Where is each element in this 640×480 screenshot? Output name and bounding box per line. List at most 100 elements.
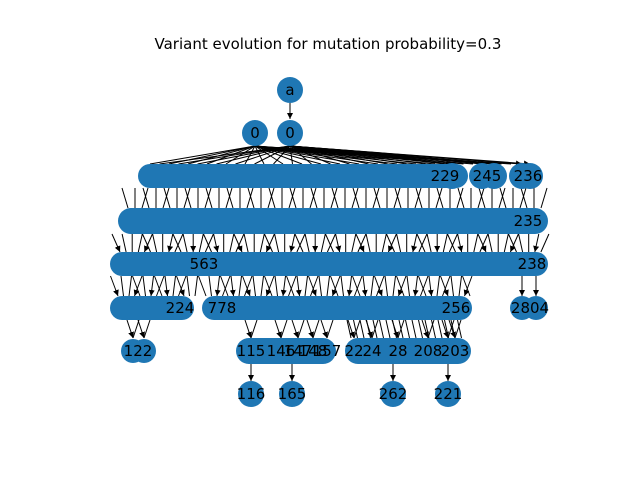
edge <box>421 319 429 339</box>
edge <box>418 233 428 253</box>
level6-node-122b <box>132 339 156 363</box>
edge <box>397 275 407 297</box>
edge <box>405 319 410 339</box>
level4-label-563: 563 <box>190 255 219 273</box>
edge <box>396 233 402 253</box>
leaf-node-262 <box>380 381 406 407</box>
root-node <box>277 77 303 103</box>
edge <box>142 233 151 253</box>
edge <box>178 275 187 297</box>
level6-node-115 <box>238 338 264 364</box>
edge <box>246 187 254 209</box>
edge <box>194 275 198 297</box>
level5-label-778: 778 <box>208 299 237 317</box>
edge <box>280 319 288 339</box>
node-band-level3 <box>118 208 548 234</box>
edge <box>498 187 506 209</box>
edge <box>424 319 430 339</box>
level6-label-157: 157 <box>313 342 342 360</box>
edge <box>259 233 265 253</box>
edge <box>320 319 328 339</box>
edge <box>372 319 378 339</box>
edge <box>289 233 296 253</box>
edge <box>355 233 365 253</box>
edge <box>295 275 302 297</box>
edge <box>254 145 341 165</box>
edge <box>280 275 287 297</box>
leaf-node-221 <box>435 381 461 407</box>
edge <box>398 319 404 339</box>
edge <box>132 275 141 297</box>
edge <box>457 187 465 209</box>
edge <box>163 275 170 297</box>
edge <box>229 233 235 253</box>
edge <box>351 187 359 209</box>
level1-node-a <box>242 120 268 146</box>
edge <box>264 233 273 253</box>
edge <box>518 233 524 253</box>
edge <box>288 187 296 209</box>
edge <box>366 319 371 339</box>
edge <box>442 233 448 253</box>
edge <box>503 233 509 253</box>
edge <box>233 233 243 253</box>
edge <box>352 187 360 209</box>
edge <box>205 187 213 209</box>
edge <box>143 233 153 253</box>
level6-label-22: 22 <box>344 342 363 360</box>
edge <box>208 275 212 297</box>
edge <box>121 187 129 209</box>
edge <box>128 275 132 297</box>
level2-label-236: 236 <box>514 167 543 185</box>
edge <box>447 233 456 253</box>
edge <box>250 319 258 339</box>
edge <box>508 233 517 253</box>
edge <box>394 187 402 209</box>
edge <box>238 275 242 297</box>
edge <box>448 233 458 253</box>
edge <box>142 187 150 209</box>
level4-label-238: 238 <box>518 255 547 273</box>
edge <box>274 275 278 297</box>
edge <box>204 233 214 253</box>
edge <box>416 233 426 253</box>
leaf-label-165: 165 <box>278 385 307 403</box>
level6-label-122: 122 <box>124 342 153 360</box>
edge <box>533 233 540 253</box>
level6-label-203: 203 <box>441 342 470 360</box>
edge <box>247 187 255 209</box>
edge <box>411 233 418 253</box>
edge <box>267 187 275 209</box>
edge <box>335 233 342 253</box>
edge <box>326 275 330 297</box>
edge <box>288 275 297 297</box>
edge <box>347 319 355 339</box>
edge <box>487 233 493 253</box>
edge <box>254 145 303 165</box>
edge <box>167 233 174 253</box>
edge <box>306 319 314 339</box>
level2-label-229: 229 <box>431 167 460 185</box>
level6-label-146: 146 <box>267 342 296 360</box>
edge <box>393 187 401 209</box>
edge <box>265 233 275 253</box>
edge <box>226 187 234 209</box>
node-layer: a 0 0 229 245 236 235 563 238 224 778 25… <box>121 77 549 407</box>
edge <box>396 275 405 297</box>
edge <box>357 233 367 253</box>
edge <box>235 233 245 253</box>
edge <box>254 145 265 165</box>
edge <box>312 319 320 339</box>
edge <box>365 233 371 253</box>
edge <box>346 275 353 297</box>
edge <box>352 275 361 297</box>
node-band-level5-left <box>110 296 194 320</box>
level2-node-245b <box>481 163 507 189</box>
edge <box>437 319 443 339</box>
edge <box>444 319 449 339</box>
edge <box>174 233 184 253</box>
edge <box>182 233 188 253</box>
edge <box>304 275 308 297</box>
edge <box>133 275 143 297</box>
